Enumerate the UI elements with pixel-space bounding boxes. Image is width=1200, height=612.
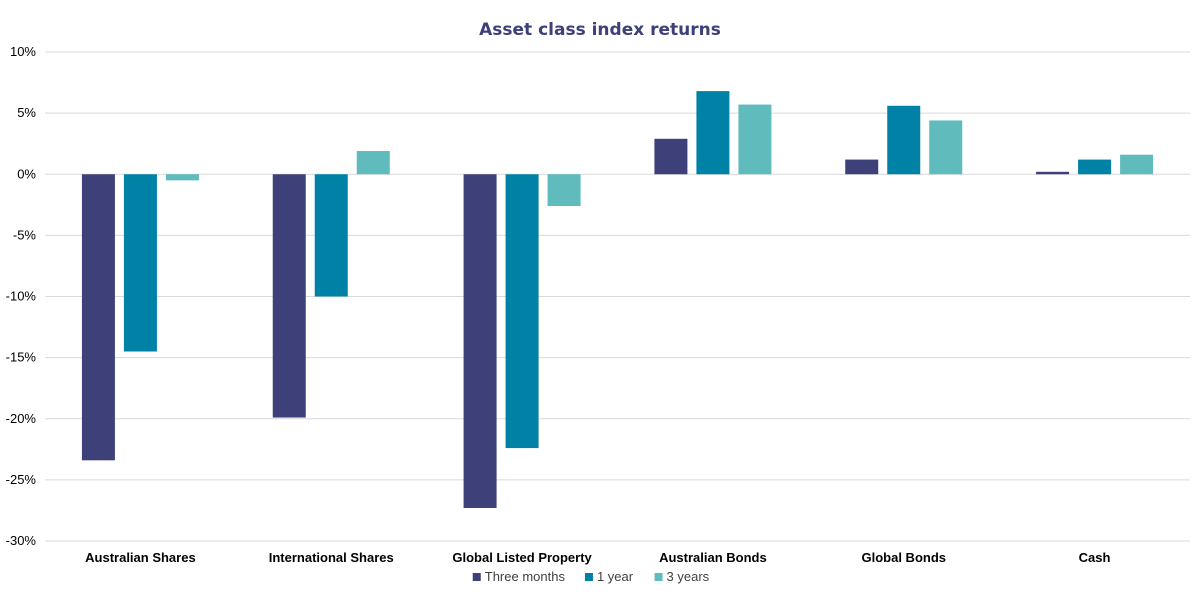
y-tick-label: -20% — [6, 411, 37, 426]
bar — [929, 120, 963, 175]
bars — [81, 91, 1154, 508]
bar — [654, 138, 688, 175]
legend-label: Three months — [485, 569, 566, 584]
y-tick-label: -10% — [6, 289, 37, 304]
bar — [547, 174, 581, 207]
y-tick-label: -25% — [6, 472, 37, 487]
legend-swatch — [584, 573, 593, 581]
bar — [272, 174, 306, 418]
x-tick-label: Cash — [1079, 550, 1111, 565]
x-tick-label: Australian Shares — [85, 550, 196, 565]
bar — [165, 174, 199, 181]
y-axis-ticks: 10% 5% 0% -5% -10% -15% -20% -25% -30% — [6, 44, 37, 548]
x-tick-label: Australian Bonds — [659, 550, 767, 565]
x-tick-label: Global Listed Property — [452, 550, 592, 565]
y-tick-label: 0% — [17, 166, 36, 181]
legend-swatch — [472, 573, 481, 581]
bar — [738, 104, 772, 175]
gridlines — [45, 51, 1190, 542]
y-tick-label: -15% — [6, 350, 37, 365]
legend-label: 1 year — [597, 569, 634, 584]
x-tick-label: Global Bonds — [862, 550, 947, 565]
bar — [356, 151, 390, 175]
bar — [696, 91, 730, 175]
legend: Three months 1 year 3 years — [472, 569, 710, 584]
bar — [81, 174, 115, 461]
bar — [1120, 154, 1154, 175]
x-tick-label: International Shares — [269, 550, 394, 565]
chart-title: Asset class index returns — [479, 20, 721, 40]
bar — [845, 159, 879, 175]
bar — [887, 105, 921, 175]
y-tick-label: -5% — [13, 227, 37, 242]
y-tick-label: 10% — [10, 44, 36, 59]
bar — [314, 174, 348, 297]
legend-label: 3 years — [667, 569, 710, 584]
bar — [463, 174, 497, 508]
y-tick-label: -30% — [6, 533, 37, 548]
x-axis-ticks: Australian Shares International Shares Glo… — [85, 550, 1110, 565]
bar — [123, 174, 157, 352]
bar — [1078, 159, 1112, 175]
bar — [505, 174, 539, 449]
y-tick-label: 5% — [17, 105, 36, 120]
legend-swatch — [654, 573, 663, 581]
bar — [1036, 171, 1070, 175]
